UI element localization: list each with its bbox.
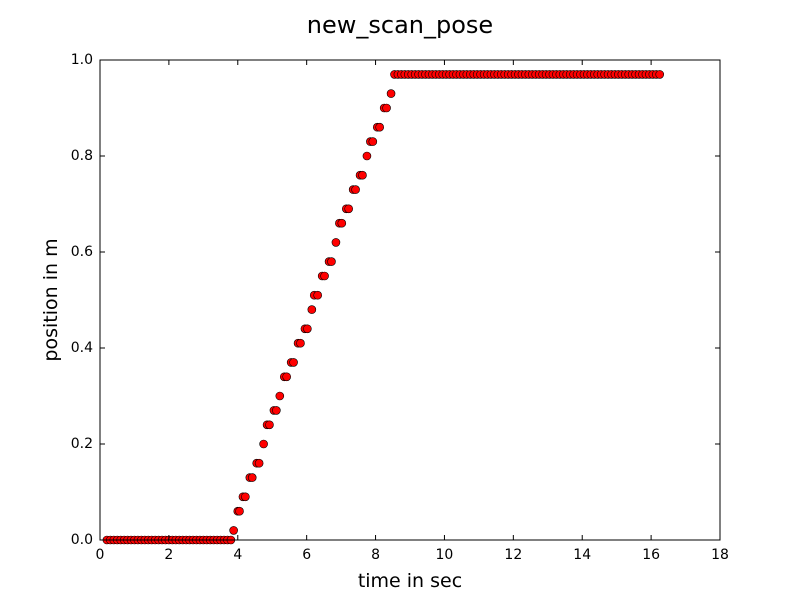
data-point [296,338,305,348]
data-point [362,151,372,161]
x-tick-label: 14 [573,547,591,563]
data-point [351,185,360,194]
y-tick-label: 0.4 [71,340,93,356]
data-point [275,391,285,401]
y-tick-label: 0.0 [71,532,93,548]
y-tick-label: 1.0 [71,52,93,68]
axis-ticks: 0 2 4 6 8 10 12 14 16 18 0.0 0.2 0.4 0.6 0.8 1.0 [71,52,729,563]
data-point [259,439,268,449]
data-point [235,506,244,516]
data-point [358,170,367,180]
y-tick-label: 0.6 [71,244,93,260]
data-point [241,492,250,502]
x-tick-label: 0 [96,547,105,563]
data-point [382,103,391,113]
data-points [102,70,665,545]
data-point [655,70,665,79]
y-axis-label: position in m [40,238,62,361]
data-point [320,271,329,281]
plot-frame [99,59,721,541]
data-point [303,324,312,334]
data-point [272,406,281,415]
chart-title: new_scan_pose [307,11,493,39]
data-point [368,137,378,146]
y-tick-label: 0.8 [71,148,93,164]
x-tick-label: 18 [711,547,729,563]
data-point [265,420,274,430]
data-point [337,218,347,228]
data-point [386,89,396,98]
data-point [289,358,298,367]
data-point [307,305,317,314]
y-tick-label: 0.2 [71,436,93,452]
data-point [229,526,238,535]
data-point [282,372,291,382]
x-tick-label: 10 [436,547,454,563]
x-tick-label: 12 [504,547,522,563]
x-tick-label: 16 [642,547,660,563]
data-point [254,458,264,468]
x-tick-label: 4 [233,547,242,563]
x-tick-label: 8 [371,547,380,563]
x-axis-label: time in sec [358,570,462,592]
x-tick-label: 2 [164,547,173,563]
data-point [247,473,257,482]
data-point [344,204,353,214]
data-point [313,290,322,300]
data-point [331,238,341,247]
x-tick-label: 6 [302,547,311,563]
data-point [375,122,384,132]
data-point [327,257,336,266]
